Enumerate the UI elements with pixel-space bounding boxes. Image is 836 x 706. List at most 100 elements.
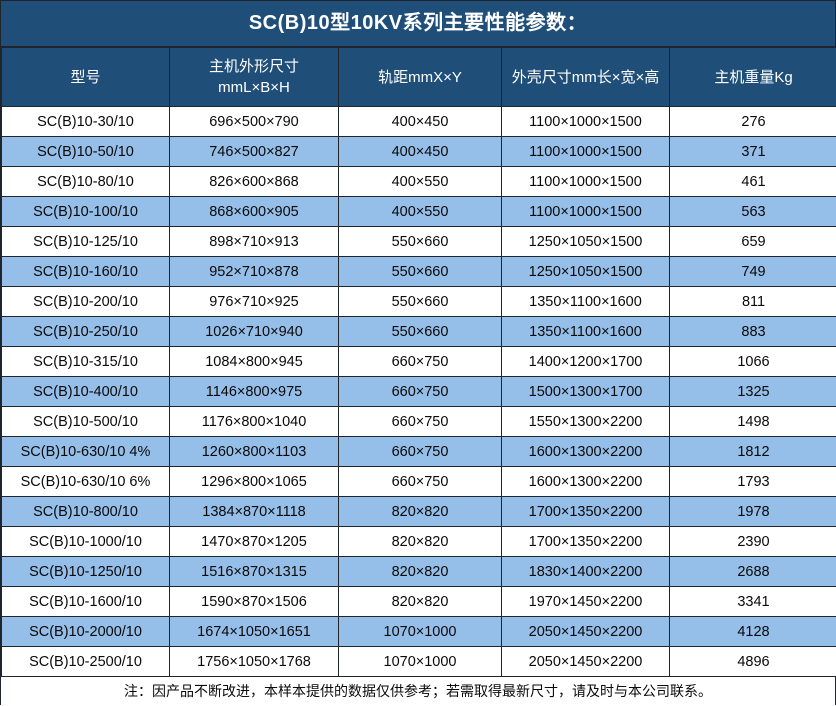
- table-cell: 868×600×905: [170, 197, 339, 227]
- table-cell: 1350×1100×1600: [502, 317, 670, 347]
- table-cell: 826×600×868: [170, 167, 339, 197]
- table-cell: 696×500×790: [170, 107, 339, 137]
- table-cell: 746×500×827: [170, 137, 339, 167]
- table-cell: 1600×1300×2200: [502, 467, 670, 497]
- table-cell: 820×820: [339, 497, 502, 527]
- table-cell: 2050×1450×2200: [502, 617, 670, 647]
- table-cell: SC(B)10-1250/10: [2, 557, 170, 587]
- table-cell: 563: [670, 197, 836, 227]
- table-cell: 371: [670, 137, 836, 167]
- table-cell: 660×750: [339, 437, 502, 467]
- column-header-line: 轨距mmX×Y: [340, 67, 500, 88]
- table-cell: 1978: [670, 497, 836, 527]
- table-cell: 1470×870×1205: [170, 527, 339, 557]
- table-cell: 1756×1050×1768: [170, 647, 339, 677]
- table-cell: 811: [670, 287, 836, 317]
- table-cell: SC(B)10-1000/10: [2, 527, 170, 557]
- table-cell: 1600×1300×2200: [502, 437, 670, 467]
- table-cell: 400×550: [339, 167, 502, 197]
- table-cell: SC(B)10-30/10: [2, 107, 170, 137]
- table-cell: SC(B)10-80/10: [2, 167, 170, 197]
- table-cell: 898×710×913: [170, 227, 339, 257]
- table-cell: 1176×800×1040: [170, 407, 339, 437]
- table-cell: 1100×1000×1500: [502, 167, 670, 197]
- table-cell: 1146×800×975: [170, 377, 339, 407]
- column-header: 外壳尺寸mm长×宽×高: [502, 48, 670, 107]
- table-cell: 1516×870×1315: [170, 557, 339, 587]
- table-cell: 660×750: [339, 467, 502, 497]
- table-cell: 1400×1200×1700: [502, 347, 670, 377]
- table-cell: 1250×1050×1500: [502, 257, 670, 287]
- column-header-line: 外壳尺寸mm长×宽×高: [503, 67, 668, 88]
- table-cell: 1674×1050×1651: [170, 617, 339, 647]
- table-cell: 1070×1000: [339, 647, 502, 677]
- table-cell: 1500×1300×1700: [502, 377, 670, 407]
- table-cell: SC(B)10-125/10: [2, 227, 170, 257]
- table-cell: 820×820: [339, 527, 502, 557]
- table-cell: 820×820: [339, 587, 502, 617]
- table-cell: 660×750: [339, 347, 502, 377]
- column-header: 轨距mmX×Y: [339, 48, 502, 107]
- table-cell: 660×750: [339, 377, 502, 407]
- table-cell: 1100×1000×1500: [502, 197, 670, 227]
- table-title: SC(B)10型10KV系列主要性能参数：: [1, 1, 835, 47]
- table-cell: 1700×1350×2200: [502, 527, 670, 557]
- table-cell: 820×820: [339, 557, 502, 587]
- table-cell: 1084×800×945: [170, 347, 339, 377]
- table-cell: SC(B)10-315/10: [2, 347, 170, 377]
- table-cell: SC(B)10-200/10: [2, 287, 170, 317]
- column-header: 型号: [2, 48, 170, 107]
- table-cell: 1070×1000: [339, 617, 502, 647]
- table-cell: 1350×1100×1600: [502, 287, 670, 317]
- table-cell: SC(B)10-500/10: [2, 407, 170, 437]
- table-cell: SC(B)10-630/10 6%: [2, 467, 170, 497]
- table-cell: SC(B)10-160/10: [2, 257, 170, 287]
- table-cell: 1590×870×1506: [170, 587, 339, 617]
- table-cell: 1793: [670, 467, 836, 497]
- table-cell: SC(B)10-800/10: [2, 497, 170, 527]
- table-cell: 1550×1300×2200: [502, 407, 670, 437]
- table-cell: SC(B)10-50/10: [2, 137, 170, 167]
- table-cell: 2688: [670, 557, 836, 587]
- table-cell: SC(B)10-400/10: [2, 377, 170, 407]
- table-cell: 1325: [670, 377, 836, 407]
- table-cell: 1026×710×940: [170, 317, 339, 347]
- table-cell: 1830×1400×2200: [502, 557, 670, 587]
- table-cell: 883: [670, 317, 836, 347]
- column-header-line: 主机重量Kg: [671, 67, 836, 88]
- table-cell: 550×660: [339, 227, 502, 257]
- table-cell: 400×450: [339, 107, 502, 137]
- footnote: 注：因产品不断改进，本样本提供的数据仅供参考；若需取得最新尺寸，请及时与本公司联…: [1, 677, 835, 706]
- table-cell: SC(B)10-100/10: [2, 197, 170, 227]
- table-cell: 1100×1000×1500: [502, 107, 670, 137]
- table-cell: 3341: [670, 587, 836, 617]
- column-header: 主机重量Kg: [670, 48, 836, 107]
- table-cell: SC(B)10-2000/10: [2, 617, 170, 647]
- table-cell: 400×450: [339, 137, 502, 167]
- column-header-line: 型号: [3, 67, 168, 88]
- column-header-line: 主机外形尺寸: [171, 56, 337, 77]
- table-cell: SC(B)10-250/10: [2, 317, 170, 347]
- table-cell: 1260×800×1103: [170, 437, 339, 467]
- table-cell: SC(B)10-1600/10: [2, 587, 170, 617]
- table-cell: 2390: [670, 527, 836, 557]
- table-cell: 749: [670, 257, 836, 287]
- table-cell: 1100×1000×1500: [502, 137, 670, 167]
- table-cell: SC(B)10-2500/10: [2, 647, 170, 677]
